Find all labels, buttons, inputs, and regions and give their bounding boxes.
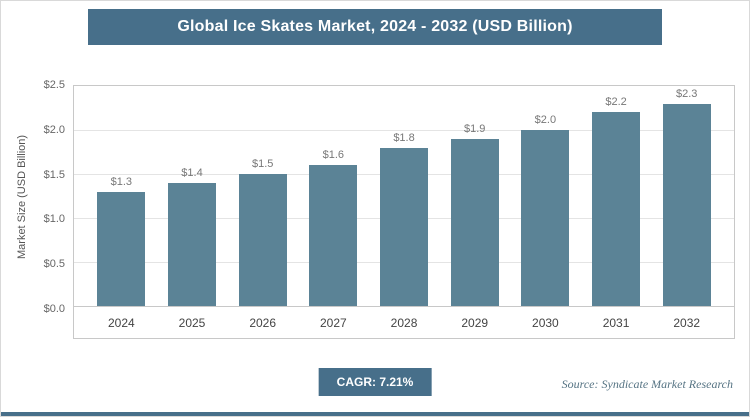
y-axis-title: Market Size (USD Billion) bbox=[16, 134, 28, 260]
x-tick-label: 2028 bbox=[390, 315, 418, 330]
x-tick-label: 2029 bbox=[461, 315, 489, 330]
chart-area: Market Size (USD Billion) $0.0 $0.5 $1.0 $1… bbox=[11, 79, 735, 339]
x-tick-label: 2027 bbox=[320, 315, 347, 330]
bar-value-label: $1.9 bbox=[463, 122, 486, 135]
source-attribution: Source: Syndicate Market Research bbox=[561, 377, 733, 391]
bar-group-2026: $1.5 bbox=[227, 86, 298, 306]
bar-group-2025: $1.4 bbox=[157, 86, 228, 306]
x-tick-label: 2024 bbox=[107, 315, 135, 330]
bar-group-2024: $1.3 bbox=[86, 86, 157, 306]
bar-group-2032: $2.3 bbox=[651, 86, 722, 306]
bar-value-label: $1.4 bbox=[181, 166, 203, 179]
bar-group-2029: $1.9 bbox=[439, 86, 510, 306]
bar-value-label: $2.3 bbox=[676, 87, 698, 100]
bar-2029 bbox=[450, 138, 499, 306]
y-tick-label: $0.5 bbox=[43, 258, 65, 271]
x-tick-label: 2032 bbox=[673, 315, 701, 330]
bar-2030 bbox=[521, 130, 570, 306]
chart-title: Global Ice Skates Market, 2024 - 2032 (U… bbox=[177, 18, 573, 35]
x-tick-label: 2031 bbox=[602, 315, 630, 330]
gridline bbox=[74, 130, 734, 131]
y-axis-ticks: $0.0 $0.5 $1.0 $1.5 $2.0 $2.5 bbox=[33, 79, 73, 315]
bar-value-label: $1.6 bbox=[322, 149, 345, 162]
bottom-accent-bar bbox=[1, 412, 749, 416]
y-tick-label: $0.0 bbox=[43, 303, 65, 315]
chart-title-bar: Global Ice Skates Market, 2024 - 2032 (U… bbox=[88, 9, 662, 45]
plot-column: $1.3 $1.4 $1.5 $1.6 $1.8 $1.9 $2.0 $2.2 $2.3 202… bbox=[73, 85, 735, 339]
bar-2028 bbox=[380, 147, 429, 306]
y-tick-label: $1.0 bbox=[43, 213, 65, 226]
cagr-badge: CAGR: 7.21% bbox=[318, 368, 432, 396]
bar-2032 bbox=[662, 103, 711, 306]
bar-group-2031: $2.2 bbox=[581, 86, 652, 306]
bar-2031 bbox=[592, 112, 641, 306]
x-tick-label: 2026 bbox=[249, 315, 277, 330]
plot-area: $1.3 $1.4 $1.5 $1.6 $1.8 $1.9 $2.0 $2.2 $2.3 bbox=[73, 85, 735, 307]
bar-2024 bbox=[97, 191, 146, 306]
bar-2025 bbox=[168, 182, 216, 306]
bar-value-label: $1.5 bbox=[251, 158, 274, 170]
x-tick-label: 2030 bbox=[532, 315, 559, 330]
y-tick-label: $2.0 bbox=[43, 123, 65, 136]
y-tick-label: $1.5 bbox=[43, 168, 65, 181]
cagr-label: CAGR: 7.21% bbox=[336, 375, 414, 389]
bar-group-2030: $2.0 bbox=[510, 86, 581, 306]
bar-value-label: $2.0 bbox=[534, 114, 557, 126]
bar-2027 bbox=[309, 165, 358, 306]
y-tick-label: $2.5 bbox=[43, 79, 65, 91]
bar-value-label: $2.2 bbox=[605, 96, 627, 109]
bar-value-label: $1.8 bbox=[393, 131, 415, 144]
bars: $1.3 $1.4 $1.5 $1.6 $1.8 $1.9 $2.0 $2.2 $2.3 bbox=[74, 86, 734, 306]
x-tick-label: 2025 bbox=[178, 315, 206, 330]
bar-group-2028: $1.8 bbox=[369, 86, 440, 306]
bar-2026 bbox=[238, 174, 287, 306]
x-axis-labels: 2024 2025 2026 2027 2028 2029 2030 2031 2032 bbox=[73, 307, 735, 339]
bar-group-2027: $1.6 bbox=[298, 86, 369, 306]
bar-value-label: $1.3 bbox=[110, 175, 133, 188]
